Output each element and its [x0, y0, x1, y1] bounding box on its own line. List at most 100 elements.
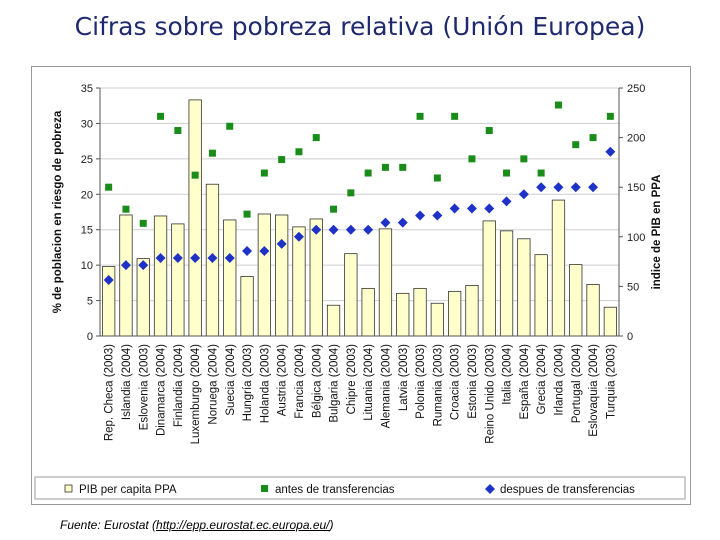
y2-tick-label: 200: [627, 133, 645, 145]
bar: [586, 284, 600, 337]
y2-tick-label: 150: [627, 182, 645, 194]
point-despues: [449, 203, 460, 214]
category-label: Islandia (2004): [121, 344, 133, 420]
category-label: Eslovaquia (2004): [588, 344, 600, 437]
point-antes: [312, 134, 320, 142]
point-despues: [259, 245, 270, 256]
point-antes: [295, 148, 303, 156]
point-despues: [484, 203, 495, 214]
bar: [119, 214, 133, 337]
bar: [517, 238, 531, 337]
y2-tick-label: 250: [627, 83, 645, 95]
category-label: Lituania (2004): [363, 344, 375, 421]
category-label: Irlanda (2004): [553, 344, 565, 416]
point-antes: [122, 205, 130, 213]
point-antes: [485, 127, 493, 135]
bar: [292, 226, 306, 337]
category-label: Alemania (2004): [380, 344, 392, 429]
bar: [344, 253, 358, 337]
bar: [257, 213, 271, 337]
point-antes: [381, 163, 389, 171]
bar: [326, 304, 341, 337]
category-label: Rumania (2003): [432, 344, 444, 427]
bar: [188, 99, 202, 337]
point-despues: [536, 182, 547, 193]
point-antes: [399, 163, 407, 171]
source-link[interactable]: http://epp.eurostat.ec.europa.eu/: [156, 518, 330, 532]
point-despues: [415, 210, 426, 221]
bar: [551, 199, 566, 337]
point-despues: [605, 146, 616, 157]
point-antes: [503, 169, 511, 177]
y-tick-label: 35: [81, 83, 93, 95]
category-label: Grecia (2004): [536, 344, 548, 414]
category-label: Francia (2004): [294, 344, 306, 419]
bar: [275, 214, 289, 337]
bar: [569, 264, 583, 337]
y-axis-title: % de poblacion en riesgo de pobreza: [52, 110, 64, 313]
bar: [153, 215, 168, 337]
category-label: Reino Unido (2003): [484, 344, 496, 444]
point-antes: [416, 112, 424, 120]
point-despues: [207, 253, 218, 264]
point-antes: [433, 174, 441, 182]
point-antes: [606, 112, 614, 120]
source-prefix: Fuente: Eurostat (: [60, 518, 157, 532]
point-despues: [328, 224, 339, 235]
point-antes: [157, 112, 165, 120]
point-despues: [501, 196, 512, 207]
point-antes: [347, 189, 355, 197]
bar: [448, 290, 462, 337]
category-label: Rep. Checa (2003): [104, 344, 116, 441]
bar: [171, 223, 185, 337]
category-label: Eslovenia (2003): [138, 344, 150, 430]
bar: [361, 287, 375, 337]
bar: [534, 254, 548, 337]
point-despues: [518, 189, 529, 200]
bar: [499, 230, 514, 337]
point-despues: [311, 224, 322, 235]
point-antes: [278, 156, 286, 164]
point-despues: [553, 182, 564, 193]
category-label: Portugal (2004): [571, 344, 583, 423]
point-antes: [572, 141, 580, 149]
point-despues: [276, 238, 287, 249]
y-tick-label: 15: [81, 225, 93, 237]
category-label: Croacia (2003): [450, 344, 462, 420]
point-despues: [345, 224, 356, 235]
category-label: Polonia (2003): [415, 344, 427, 419]
point-antes: [451, 112, 459, 120]
point-despues: [293, 231, 304, 242]
category-label: Bélgica (2004): [311, 344, 323, 418]
y-tick-label: 0: [87, 331, 93, 343]
point-antes: [105, 183, 113, 191]
bar: [309, 218, 323, 337]
category-label: Hungría (2003): [242, 344, 254, 422]
y2-tick-label: 0: [627, 331, 633, 343]
point-antes: [468, 155, 476, 163]
legend-label: despues de transferencias: [500, 484, 635, 496]
category-label: España (2004): [519, 344, 531, 420]
category-label: Turquia (2003): [605, 344, 617, 419]
y-tick-label: 10: [81, 260, 93, 272]
category-label: Austria (2004): [277, 344, 289, 416]
category-label: Bulgaria (2004): [329, 344, 341, 423]
point-despues: [397, 217, 408, 228]
category-label: Latvia (2003): [398, 344, 410, 411]
bar: [378, 228, 393, 337]
category-label: Holanda (2003): [259, 344, 271, 423]
point-despues: [380, 217, 391, 228]
category-label: Estonia (2003): [467, 344, 479, 419]
category-label: Suecia (2004): [225, 344, 237, 416]
point-antes: [243, 210, 251, 218]
y-tick-label: 20: [81, 189, 93, 201]
legend-swatch-square: [261, 485, 268, 492]
point-despues: [138, 260, 149, 271]
point-antes: [226, 122, 234, 130]
point-despues: [224, 253, 235, 264]
bar: [396, 292, 410, 337]
y2-tick-label: 50: [627, 281, 639, 293]
source-suffix: ): [329, 518, 334, 532]
point-antes: [174, 127, 182, 135]
bar: [413, 287, 427, 337]
